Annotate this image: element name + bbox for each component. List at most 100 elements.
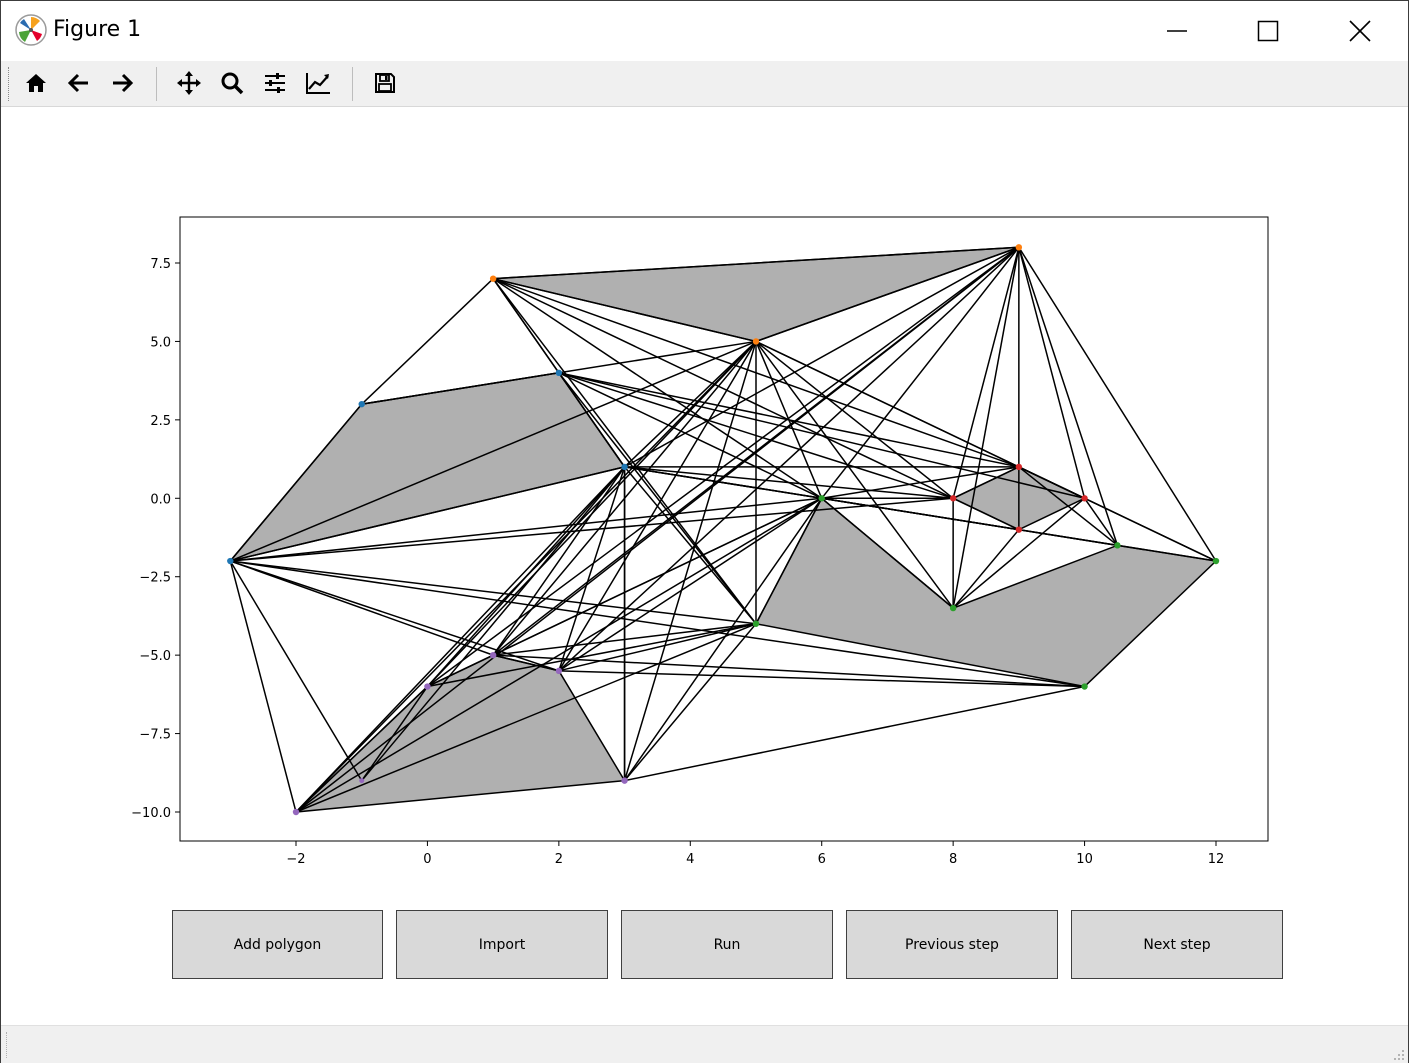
vertex-point: [622, 464, 628, 470]
vertex-point: [359, 778, 365, 784]
home-button[interactable]: [18, 65, 54, 101]
vertex-point: [489, 651, 497, 659]
visibility-segment: [230, 497, 822, 562]
plot-area[interactable]: −2 0 2 4 6 8 10 12 7.5 5.0 2.5 0.0 −2.5 −5.0 −7.5 −10.0: [1, 107, 1408, 1025]
previous-step-button[interactable]: Previous step: [846, 910, 1058, 979]
visibility-segment: [492, 278, 823, 499]
visibility-segment: [558, 246, 1020, 672]
home-icon: [26, 74, 46, 92]
visibility-segment: [952, 247, 1020, 499]
vertex-point: [949, 495, 957, 502]
visibility-segment: [1083, 497, 1119, 546]
visibility-segment: [230, 560, 494, 656]
y-tick-label: −5.0: [139, 649, 171, 664]
visibility-segment: [558, 372, 823, 499]
visibility-segment: [492, 277, 757, 343]
toolbar-grip[interactable]: [8, 67, 11, 101]
visibility-segment: [952, 247, 1020, 609]
visibility-segment: [295, 246, 1020, 813]
visibility-segment: [624, 340, 757, 468]
visibility-segment: [295, 623, 757, 813]
status-bar: [1, 1025, 1408, 1063]
polygon-fill-2: [756, 498, 1216, 687]
visibility-segment: [229, 340, 757, 562]
vertex-point: [818, 495, 825, 502]
visibility-segment: [230, 560, 1085, 688]
visibility-segment: [361, 466, 626, 782]
x-tick-label: 4: [686, 852, 694, 867]
visibility-segment: [230, 497, 954, 562]
visibility-segment: [558, 372, 626, 468]
axes-frame: [179, 216, 1269, 842]
visibility-segment: [755, 497, 823, 625]
y-tick-label: −10.0: [131, 806, 171, 821]
visibility-segment: [492, 654, 560, 672]
vertex-point: [1081, 495, 1088, 502]
edit-axes-button[interactable]: [300, 65, 336, 101]
visibility-segment: [426, 466, 626, 688]
title-bar: Figure 1: [1, 1, 1408, 61]
forward-button[interactable]: [104, 65, 140, 101]
figure-canvas: −2 0 2 4 6 8 10 12 7.5 5.0 2.5 0.0 −2.5 −5.0 −7.5 −10.0: [1, 107, 1408, 1025]
polygon-fill-4: [296, 655, 625, 812]
visibility-segment: [755, 341, 823, 499]
pan-button[interactable]: [171, 65, 207, 101]
visibility-segment: [1018, 246, 1217, 562]
visibility-segment: [1018, 247, 1086, 499]
x-tick-label: −2: [286, 852, 305, 867]
zoom-button[interactable]: [214, 65, 250, 101]
x-tick-label: 8: [949, 852, 957, 867]
visibility-segment: [623, 497, 823, 782]
polygon-fill-0: [230, 372, 625, 562]
back-button[interactable]: [61, 65, 97, 101]
y-tick-label: 0.0: [150, 492, 171, 507]
vertex-point: [621, 777, 628, 784]
visibility-segment: [952, 466, 1020, 499]
maximize-button[interactable]: [1222, 1, 1314, 61]
visibility-segment: [1018, 247, 1119, 546]
vertex-point: [358, 400, 365, 408]
visibility-segment: [624, 246, 1020, 468]
visibility-segment: [1084, 497, 1217, 562]
x-tick-label: 2: [555, 852, 563, 867]
configure-subplots-icon: [265, 73, 285, 93]
save-button[interactable]: [367, 65, 403, 101]
resize-grip-icon[interactable]: [1393, 1049, 1405, 1061]
visibility-segment: [558, 372, 757, 625]
minimize-button[interactable]: [1131, 1, 1223, 61]
visibility-segment: [492, 466, 626, 656]
visibility-segment: [623, 623, 757, 782]
close-window-button[interactable]: [1314, 1, 1406, 61]
import-button[interactable]: Import: [396, 910, 608, 979]
add-polygon-button[interactable]: Add polygon: [172, 910, 383, 979]
vertex-point: [424, 683, 431, 690]
minimize-icon: [1167, 30, 1187, 32]
navigation-toolbar: [1, 61, 1408, 107]
vertex-point: [1081, 683, 1088, 690]
y-tick-label: −2.5: [139, 571, 171, 586]
visibility-segment: [755, 246, 1020, 343]
y-tick-label: 5.0: [150, 335, 171, 350]
back-arrow-icon: [67, 73, 88, 93]
visibility-segment: [558, 466, 626, 672]
matplotlib-logo-icon: [15, 14, 47, 46]
visibility-segment: [821, 497, 954, 609]
visibility-segment: [295, 685, 428, 813]
visibility-segment: [558, 670, 1085, 688]
configure-subplots-button[interactable]: [257, 65, 293, 101]
x-tick-label: 6: [818, 852, 826, 867]
vertex-point: [555, 667, 563, 675]
zoom-icon: [221, 72, 244, 95]
vertex-point: [1015, 463, 1023, 471]
visibility-segment: [361, 372, 559, 405]
visibility-segment: [229, 403, 363, 562]
next-step-button[interactable]: Next step: [1071, 910, 1283, 979]
vertex-point: [227, 557, 234, 565]
visibility-segment: [952, 497, 1020, 531]
run-button[interactable]: Run: [621, 910, 833, 979]
visibility-segment: [229, 560, 297, 813]
vertex-point: [292, 808, 300, 816]
vertex-point: [555, 369, 563, 376]
pan-icon: [177, 71, 201, 95]
visibility-segment: [755, 340, 954, 609]
